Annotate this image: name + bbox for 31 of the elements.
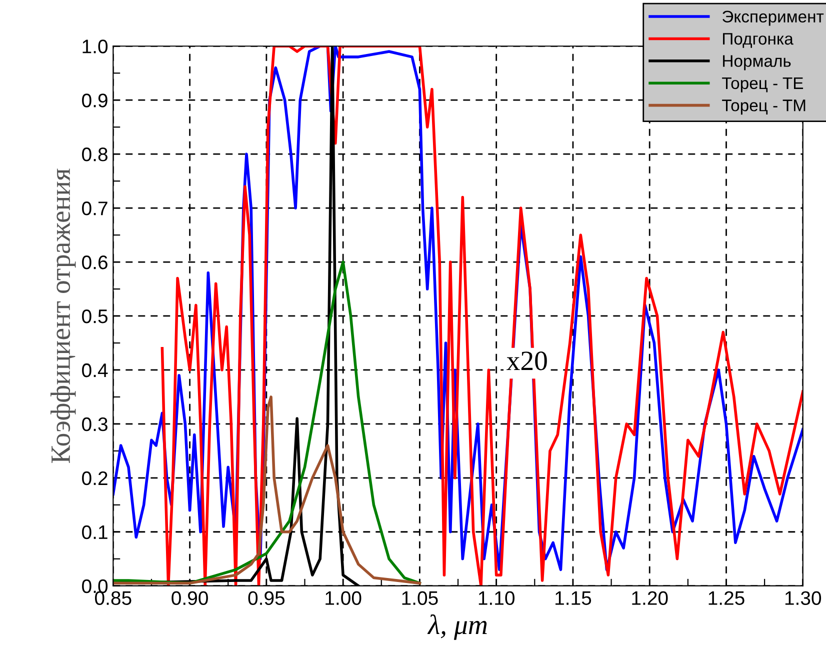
line-series xyxy=(113,396,422,585)
x-axis-title: λ, μm xyxy=(427,614,487,640)
x-tick-label: 1.10 xyxy=(478,591,514,605)
y-tick-label: 0.9 xyxy=(82,94,108,108)
y-tick-label: 0.8 xyxy=(82,148,108,162)
annotation: x20 xyxy=(506,351,547,370)
legend-label: Подгонка xyxy=(723,33,794,48)
x-tick-label: 0.85 xyxy=(95,591,132,605)
legend-label: Торец - TM xyxy=(722,100,806,115)
y-tick-label: 0.1 xyxy=(82,525,108,540)
x-tick-label: 0.95 xyxy=(248,591,285,605)
y-tick-label: 1.0 xyxy=(82,40,108,54)
line-series xyxy=(113,260,422,585)
legend-label: Эксперимент xyxy=(722,10,824,26)
x-tick-label: 1.15 xyxy=(556,591,592,605)
legend-label: Нормаль xyxy=(723,55,791,70)
y-axis-title: Коэффициент отражения xyxy=(50,168,76,464)
y-tick-label: 0.0 xyxy=(82,579,108,594)
x-tick-label: 1.00 xyxy=(326,591,362,605)
y-tick-label: 0.5 xyxy=(82,309,108,324)
y-tick-label: 0.3 xyxy=(82,417,108,432)
y-tick-label: 0.4 xyxy=(82,363,108,378)
x-tick-label: 1.05 xyxy=(402,591,438,605)
y-tick-label: 0.7 xyxy=(82,202,108,216)
y-tick-label: 0.2 xyxy=(82,471,108,486)
y-tick-label: 0.6 xyxy=(82,255,108,270)
x-tick-label: 0.90 xyxy=(172,591,208,605)
x-tick-label: 1.20 xyxy=(632,591,668,605)
x-tick-label: 1.25 xyxy=(708,591,744,605)
legend-label: Торец - TE xyxy=(722,77,804,92)
x-tick-label: 1.30 xyxy=(785,591,822,605)
